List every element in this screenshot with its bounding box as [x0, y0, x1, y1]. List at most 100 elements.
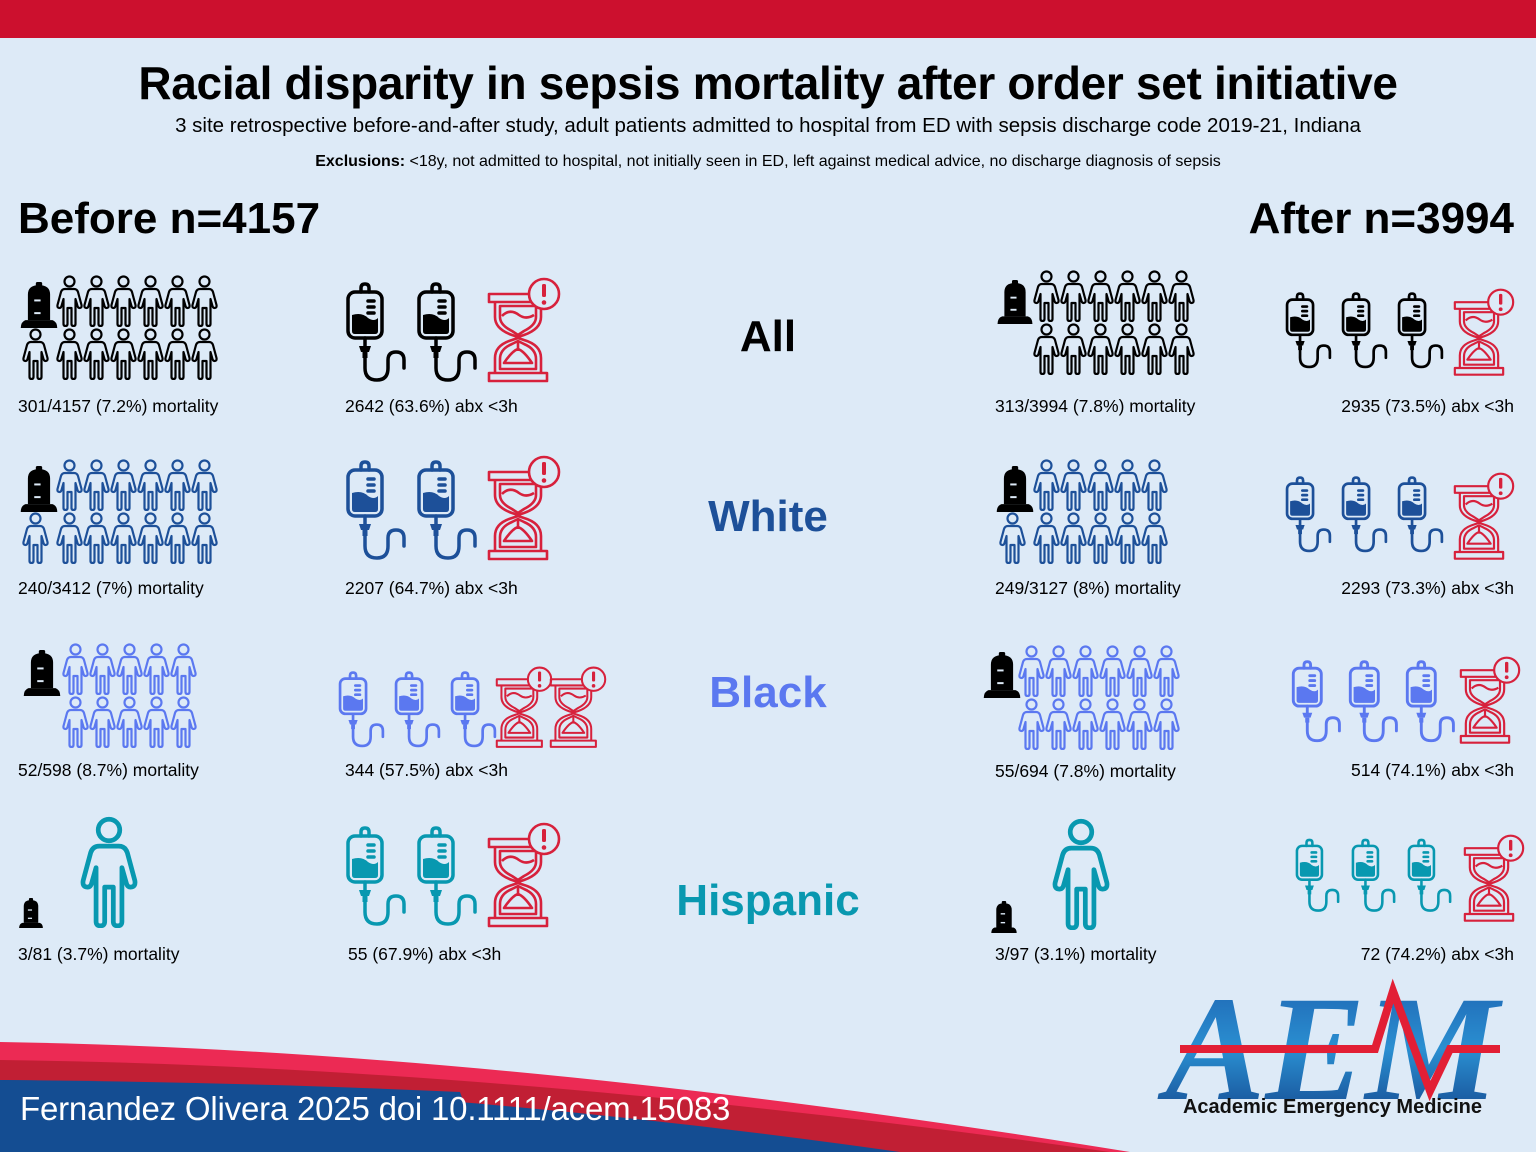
group-label-black: Black [709, 668, 827, 717]
hourglass-alert-icon [1462, 834, 1526, 924]
top-banner [0, 0, 1536, 38]
iv-bag-icon [344, 282, 412, 384]
iv-bag-icon [1396, 292, 1448, 370]
person-icon [62, 696, 89, 748]
iv-bag-icon [344, 460, 412, 562]
exclusions-label: Exclusions: [315, 153, 406, 170]
tombstone-icon [18, 466, 60, 512]
exclusions-note: Exclusions: <18y, not admitted to hospit… [0, 153, 1536, 171]
person-icon [1114, 459, 1141, 511]
abx-stat-hispanic-after: 72 (74.2%) abx <3h [1360, 944, 1514, 964]
person-icon [1141, 459, 1168, 511]
person-icon [1114, 512, 1141, 564]
person-icon [110, 328, 137, 380]
aem-logo: AEM [1157, 966, 1503, 1126]
abx-stat-all-after: 2935 (73.5%) abx <3h [1341, 396, 1514, 416]
iv-bag-icon [1396, 476, 1448, 554]
iv-bag-icon [415, 282, 483, 384]
person-icon [56, 512, 83, 564]
person-icon [56, 459, 83, 511]
tombstone-icon [990, 901, 1018, 933]
people-grid-all-after [1033, 270, 1195, 376]
person-icon [1033, 512, 1060, 564]
hourglass-alert-icon [494, 666, 554, 750]
iv-bag-icon [1347, 660, 1403, 744]
abx-stat-black-after: 514 (74.1%) abx <3h [1351, 760, 1514, 780]
person-icon [137, 275, 164, 327]
person-icon [143, 696, 170, 748]
people-grid-black-after [1018, 645, 1180, 751]
person-icon [116, 696, 143, 748]
person-icon [1168, 270, 1195, 322]
people-grid-white-after-row2 [999, 512, 1168, 565]
people-grid-black-before [62, 643, 197, 749]
person-icon [137, 328, 164, 380]
iv-bag-icon [1284, 292, 1336, 370]
iv-bag-icon [1350, 838, 1400, 914]
person-icon [83, 275, 110, 327]
tombstone-icon [982, 652, 1022, 698]
tombstone-icon [994, 466, 1036, 512]
person-icon [1141, 323, 1168, 375]
person-icon [191, 328, 218, 380]
person-icon [116, 643, 143, 695]
person-icon [999, 512, 1026, 564]
person-icon [1018, 645, 1045, 697]
person-icon [110, 459, 137, 511]
person-icon [191, 275, 218, 327]
abx-stat-white-after: 2293 (73.3%) abx <3h [1341, 578, 1514, 598]
person-icon [1045, 698, 1072, 750]
person-icon [170, 643, 197, 695]
person-icon [170, 696, 197, 748]
after-heading: After n=3994 [1248, 194, 1514, 243]
mortality-stat-black-before: 52/598 (8.7%) mortality [18, 760, 199, 780]
person-icon [1141, 512, 1168, 564]
person-icon [83, 512, 110, 564]
person-icon [1072, 645, 1099, 697]
person-icon [1033, 323, 1060, 375]
mortality-stat-hispanic-before: 3/81 (3.7%) mortality [18, 944, 180, 964]
person-icon [1033, 270, 1060, 322]
iv-bag-icon [1404, 660, 1460, 744]
person-icon [137, 459, 164, 511]
person-icon [1126, 645, 1153, 697]
person-icon [83, 459, 110, 511]
iv-bag-icon [1294, 838, 1344, 914]
person-icon [89, 643, 116, 695]
footer-wave [0, 1042, 1130, 1152]
iv-bag-icon [1406, 838, 1456, 914]
people-grid-all-before [56, 275, 218, 328]
person-icon [1114, 323, 1141, 375]
mortality-stat-all-before: 301/4157 (7.2%) mortality [18, 396, 219, 416]
people-grid-all-before-row2 [22, 328, 218, 381]
exclusions-text: <18y, not admitted to hospital, not init… [405, 153, 1221, 170]
person-icon [56, 275, 83, 327]
person-icon [164, 459, 191, 511]
group-label-white: White [708, 492, 828, 541]
iv-bag-icon [393, 671, 445, 749]
iv-bag-icon [415, 826, 483, 928]
iv-bag-icon [344, 826, 412, 928]
person-icon [1087, 459, 1114, 511]
tombstone-icon [994, 280, 1036, 324]
hourglass-alert-icon [486, 822, 562, 930]
person-icon [1087, 270, 1114, 322]
person-icon [1050, 818, 1112, 930]
iv-bag-icon [337, 671, 389, 749]
person-icon [1060, 512, 1087, 564]
person-icon [164, 328, 191, 380]
person-icon [83, 328, 110, 380]
iv-bag-icon [1340, 476, 1392, 554]
hourglass-alert-icon [1452, 288, 1516, 378]
person-icon [110, 275, 137, 327]
person-icon [1153, 645, 1180, 697]
mortality-stat-all-after: 313/3994 (7.8%) mortality [995, 396, 1196, 416]
person-icon [22, 512, 49, 564]
hourglass-alert-icon [548, 666, 608, 750]
person-icon [1114, 270, 1141, 322]
person-icon [191, 459, 218, 511]
hourglass-alert-icon [486, 277, 562, 385]
person-icon [1033, 459, 1060, 511]
people-grid-white-before-row2 [22, 512, 218, 565]
study-subtitle: 3 site retrospective before-and-after st… [175, 114, 1361, 137]
